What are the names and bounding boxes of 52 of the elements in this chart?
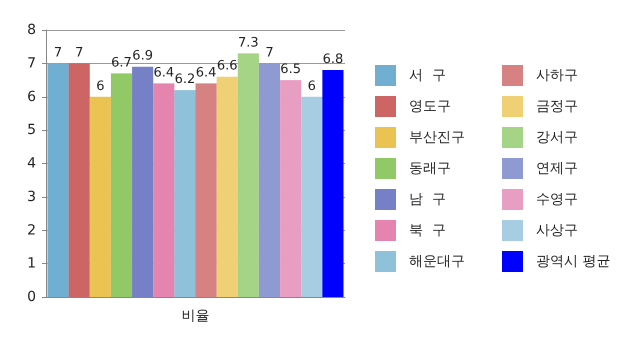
y-tick-label: 6 xyxy=(27,88,36,105)
data-label: 6.6 xyxy=(216,58,238,74)
legend-label: 강서구 xyxy=(536,130,578,146)
legend-label: 서 구 xyxy=(409,68,446,84)
legend-label: 수영구 xyxy=(536,192,578,208)
data-label: 6.8 xyxy=(322,52,344,68)
bar xyxy=(196,83,217,297)
legend-label: 해운대구 xyxy=(409,254,465,270)
bar xyxy=(110,73,132,297)
legend-label: 광역시 평균 xyxy=(536,254,610,270)
data-label: 6 xyxy=(308,78,316,94)
bar xyxy=(68,63,90,297)
legend-label: 북 구 xyxy=(409,222,446,238)
legend-label: 남 구 xyxy=(409,192,446,208)
data-label: 6.4 xyxy=(153,65,174,80)
data-label: 7 xyxy=(265,45,274,60)
y-tick-label: 0 xyxy=(27,289,36,305)
bar xyxy=(47,63,69,297)
legend-label: 영도구 xyxy=(409,98,451,114)
legend-label: 부산진구 xyxy=(409,130,465,146)
bar xyxy=(132,66,154,297)
data-label: 6 xyxy=(96,78,104,94)
bar xyxy=(90,96,111,297)
y-tick-label: 3 xyxy=(27,188,36,205)
data-label: 6.5 xyxy=(280,62,301,78)
bar xyxy=(258,63,280,297)
bar xyxy=(238,53,259,297)
legend-label: 금정구 xyxy=(536,98,578,114)
data-label: 6.2 xyxy=(174,72,196,88)
bar xyxy=(322,70,344,297)
bar xyxy=(216,76,238,297)
data-label: 6.4 xyxy=(196,65,216,80)
y-tick-label: 1 xyxy=(27,256,36,272)
data-label: 6.7 xyxy=(111,55,132,70)
legend-label: 연제구 xyxy=(536,160,578,176)
data-label: 7.3 xyxy=(238,35,259,50)
bar xyxy=(280,80,302,297)
y-tick-label: 7 xyxy=(27,55,36,72)
data-label: 7 xyxy=(54,45,62,60)
data-label: 6.9 xyxy=(132,48,153,64)
y-tick-label: 8 xyxy=(27,22,36,38)
x-tick-label: 비율 xyxy=(182,308,210,324)
y-tick-label: 5 xyxy=(27,122,36,138)
legend-label: 동래구 xyxy=(409,160,451,176)
bar xyxy=(174,90,196,297)
y-tick-label: 4 xyxy=(27,156,36,172)
legend-label: 사하구 xyxy=(536,68,578,84)
data-label: 7 xyxy=(75,45,84,60)
y-tick-label: 2 xyxy=(27,222,36,238)
legend-label: 사상구 xyxy=(536,222,578,238)
bar xyxy=(301,96,322,297)
bar xyxy=(153,83,174,297)
